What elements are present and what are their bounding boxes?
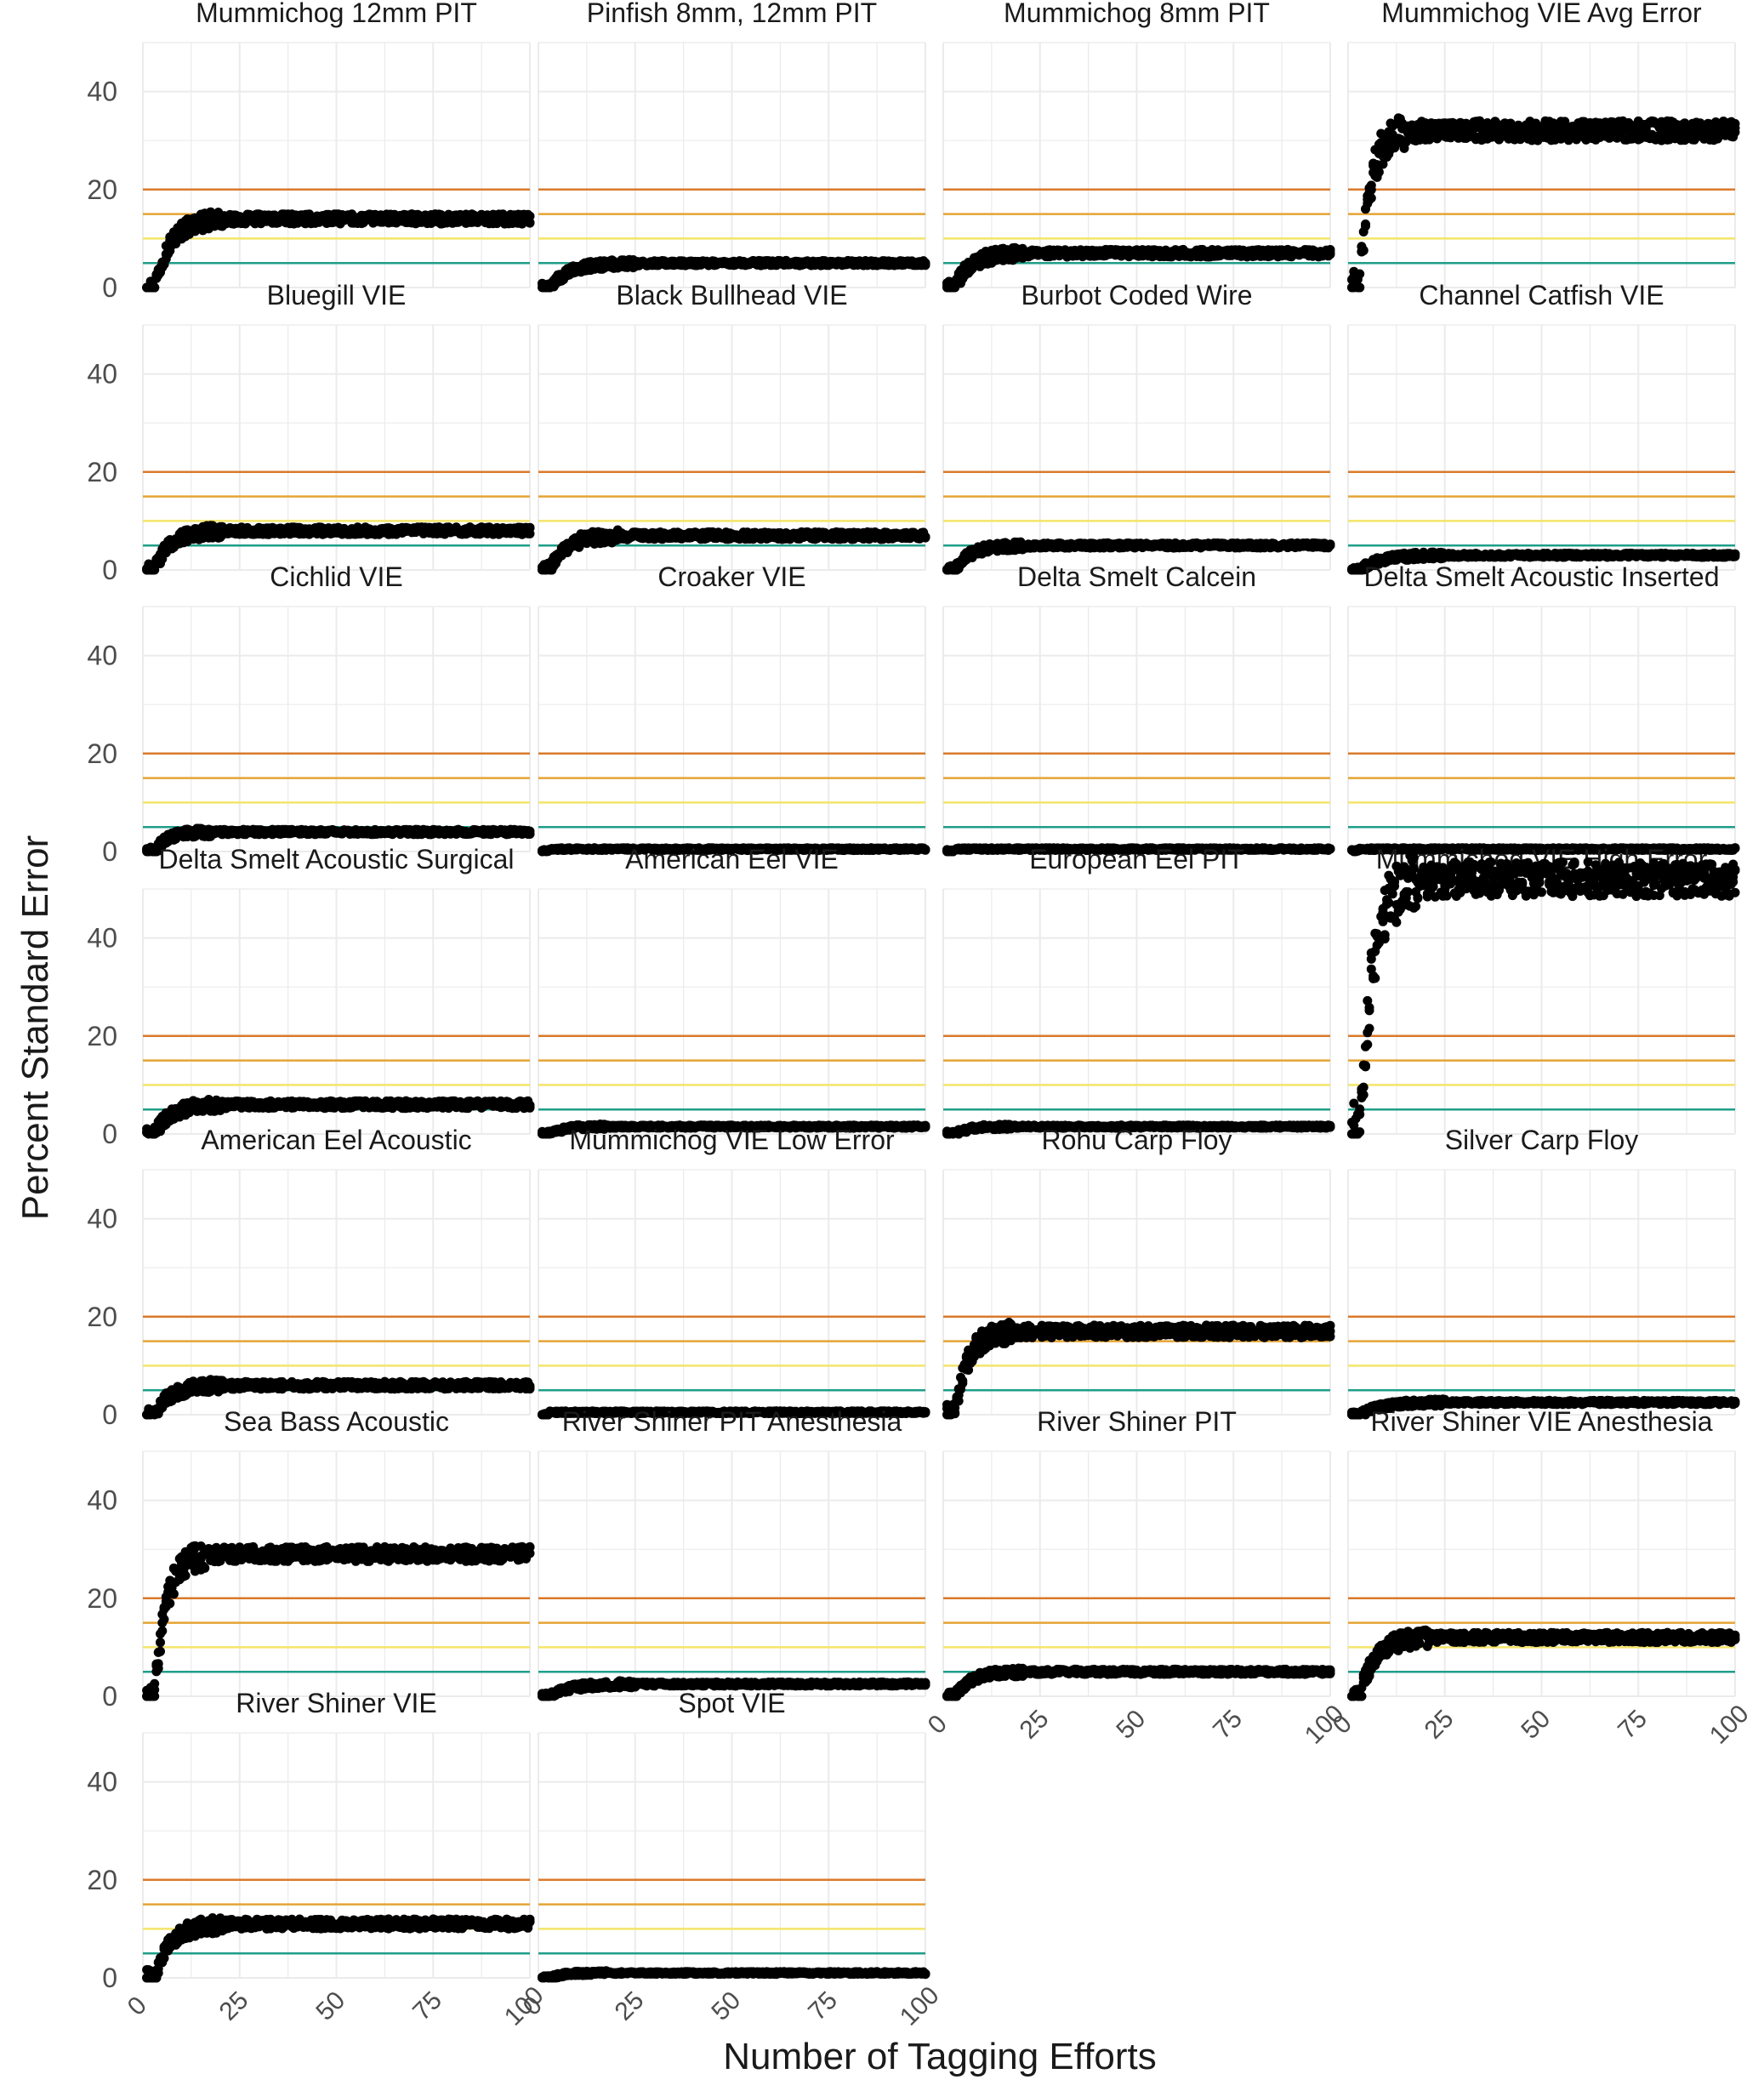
- data-points: [1347, 113, 1740, 293]
- gridlines: [1347, 324, 1736, 571]
- panel-pinfish-8mm-12mm-pit: Pinfish 8mm, 12mm PIT: [538, 0, 930, 293]
- panel-channel-catfish-vie: Channel Catfish VIE: [1347, 280, 1740, 575]
- panel-black-bullhead-vie: Black Bullhead VIE: [538, 280, 930, 575]
- facet-panels: Mummichog 12mm PIT 0 20 40 Pinfish 8mm, 12mm…: [87, 0, 1754, 2031]
- panel-title: Mummichog 12mm PIT: [196, 0, 477, 28]
- data-point: [1355, 269, 1365, 279]
- panel-mummichog-vie-avg-error: Mummichog VIE Avg Error: [1347, 0, 1740, 293]
- y-tick-label: 40: [87, 77, 117, 107]
- data-point: [1374, 167, 1384, 177]
- data-point: [1366, 180, 1376, 191]
- y-tick-label: 40: [87, 359, 117, 390]
- data-points: [142, 207, 535, 293]
- data-point: [150, 282, 160, 293]
- panel-title: Black Bullhead VIE: [616, 280, 847, 311]
- panel-title: Mummichog VIE Avg Error: [1381, 0, 1702, 28]
- panel-title: Burbot Coded Wire: [1021, 280, 1252, 311]
- y-tick-label: 0: [102, 272, 117, 303]
- data-point: [1358, 246, 1369, 256]
- panel-burbot-coded-wire: Burbot Coded Wire: [942, 280, 1335, 575]
- panel-title: Cichlid VIE: [270, 561, 403, 592]
- data-point: [920, 258, 930, 268]
- y-tick-label: 0: [102, 555, 117, 585]
- data-point: [1325, 245, 1335, 254]
- gridlines: [942, 324, 1331, 571]
- data-point: [1366, 193, 1376, 203]
- y-tick-label: 20: [87, 174, 117, 205]
- data-point: [920, 532, 930, 542]
- data-point: [1325, 539, 1335, 550]
- gridlines: [1347, 42, 1736, 288]
- panel-title: Channel Catfish VIE: [1419, 280, 1664, 311]
- panel-title: Bluegill VIE: [267, 280, 407, 311]
- data-point: [1730, 118, 1740, 128]
- data-point: [525, 523, 535, 533]
- panel-title: Mummichog 8mm PIT: [1004, 0, 1270, 28]
- gridlines: [142, 606, 531, 852]
- panel-mummichog-12mm-pit: Mummichog 12mm PIT 0 20 40: [87, 0, 535, 303]
- data-point: [525, 218, 535, 228]
- panel-title: Pinfish 8mm, 12mm PIT: [587, 0, 877, 28]
- data-point: [1730, 127, 1740, 137]
- panel-bluegill-vie: Bluegill VIE 0 20 40: [87, 280, 535, 585]
- y-tick-label: 20: [87, 457, 117, 487]
- data-point: [1730, 551, 1740, 561]
- panel-mummichog-8mm-pit: Mummichog 8mm PIT: [942, 0, 1335, 293]
- gridlines: [142, 42, 531, 288]
- data-point: [1355, 282, 1365, 293]
- data-point: [1361, 219, 1370, 229]
- gridlines: [538, 42, 926, 288]
